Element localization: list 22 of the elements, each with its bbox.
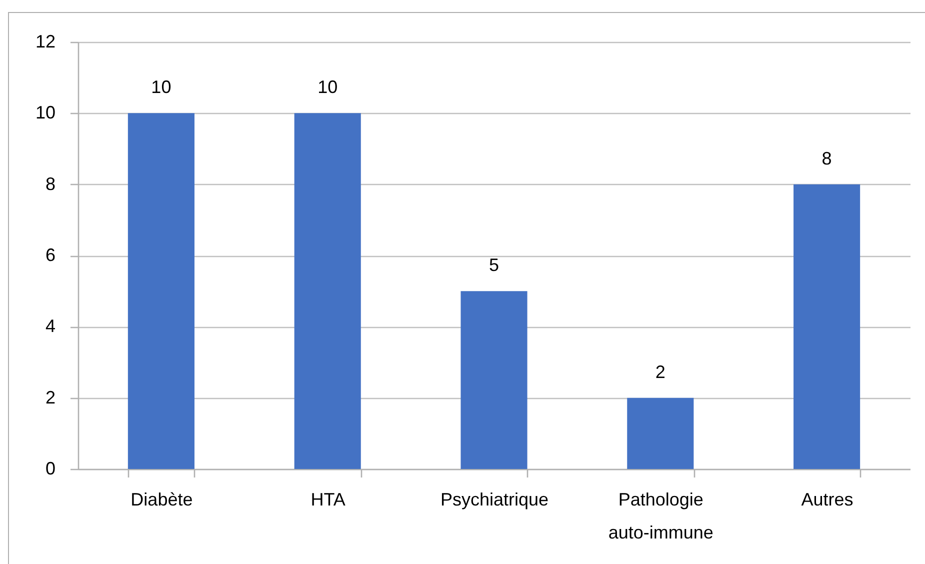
bar xyxy=(794,184,860,469)
y-tick-label: 0 xyxy=(45,458,56,478)
y-tick-label: 8 xyxy=(45,174,56,194)
data-label: 10 xyxy=(318,77,338,98)
data-label: 5 xyxy=(488,255,500,276)
y-tick-label: 4 xyxy=(45,316,56,336)
bar xyxy=(627,398,694,469)
x-tick-label: Autres xyxy=(801,490,854,510)
y-tick-label: 6 xyxy=(45,245,56,265)
x-tick-label: HTA xyxy=(310,490,346,510)
data-label: 8 xyxy=(822,148,832,168)
bar xyxy=(294,113,361,469)
data-label: 10 xyxy=(151,77,172,98)
x-tick-label: Diabète xyxy=(130,490,193,510)
bar xyxy=(128,113,194,469)
x-tick-label: Psychiatrique xyxy=(440,490,549,510)
x-tick-label: Pathologie auto-immune xyxy=(608,490,714,542)
y-tick-label: 2 xyxy=(45,387,56,408)
y-tick-label: 12 xyxy=(35,32,56,52)
bar xyxy=(460,291,528,469)
y-tick-label: 10 xyxy=(35,102,56,123)
data-label: 2 xyxy=(655,362,666,382)
